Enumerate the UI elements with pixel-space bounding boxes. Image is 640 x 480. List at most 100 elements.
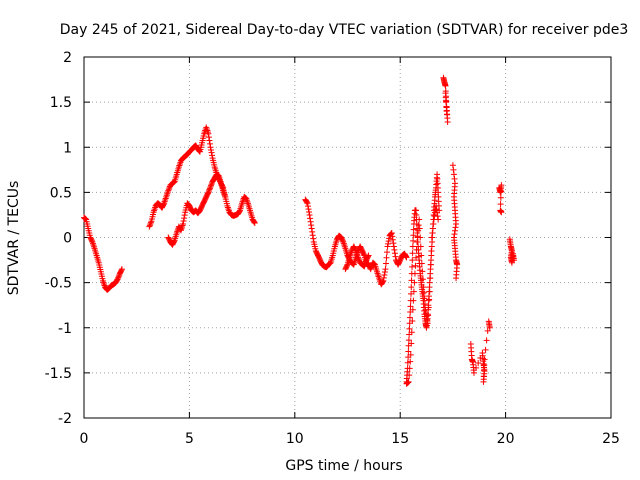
- data-point: [221, 190, 228, 197]
- data-point: [417, 234, 424, 241]
- data-point: [251, 220, 258, 227]
- data-point: [422, 306, 429, 313]
- data-point: [425, 304, 432, 311]
- data-point: [497, 194, 504, 201]
- data-point: [224, 204, 231, 211]
- data-point: [426, 296, 433, 303]
- data-point: [379, 278, 386, 285]
- data-point: [389, 236, 396, 243]
- data-point: [497, 201, 504, 208]
- data-point: [410, 237, 417, 244]
- data-point: [203, 124, 210, 131]
- axis-ticks: 0 5 10 15 20 25 -2 -1.5 -1 -0.5 0 0.5 1 1.5 2: [45, 50, 620, 447]
- x-tick-label: 15: [391, 431, 409, 447]
- data-point: [449, 162, 456, 169]
- data-point: [414, 239, 421, 246]
- data-point: [206, 137, 213, 144]
- data-point: [304, 203, 311, 210]
- y-tick-label: 0.5: [50, 185, 72, 201]
- data-point: [410, 232, 417, 239]
- data-point: [244, 200, 251, 207]
- data-point: [352, 246, 359, 253]
- data-point: [444, 111, 451, 118]
- x-tick-label: 5: [185, 431, 194, 447]
- data-point: [420, 284, 427, 291]
- data-point: [498, 182, 505, 189]
- y-tick-label: -0.5: [45, 276, 72, 292]
- data-point: [389, 233, 396, 240]
- data-point: [385, 240, 392, 247]
- data-point: [151, 207, 158, 214]
- data-point: [425, 312, 432, 319]
- data-point: [88, 237, 95, 244]
- data-point: [410, 226, 417, 233]
- data-point: [403, 254, 410, 261]
- data-point: [413, 254, 420, 261]
- data-point: [115, 274, 122, 281]
- data-point: [480, 378, 487, 385]
- data-point: [164, 189, 171, 196]
- data-point: [390, 243, 397, 250]
- data-point: [388, 229, 395, 236]
- data-point: [381, 269, 388, 276]
- data-point: [421, 295, 428, 302]
- data-point: [209, 152, 216, 159]
- data-point: [206, 186, 213, 193]
- data-point: [162, 195, 169, 202]
- data-point: [402, 253, 409, 260]
- data-point: [424, 316, 431, 323]
- data-point: [180, 218, 187, 225]
- data-point: [498, 188, 505, 195]
- data-point: [91, 243, 98, 250]
- data-point: [391, 250, 398, 257]
- data-point: [305, 206, 312, 213]
- data-point: [481, 361, 488, 368]
- data-point: [205, 189, 212, 196]
- data-point: [365, 253, 372, 260]
- data-point: [118, 267, 125, 274]
- data-point: [207, 183, 214, 190]
- data-point: [427, 261, 434, 268]
- data-point: [341, 242, 348, 249]
- data-point: [163, 193, 170, 200]
- data-point: [408, 284, 415, 291]
- data-point: [118, 266, 125, 273]
- data-point: [381, 271, 388, 278]
- data-point: [406, 314, 413, 321]
- data-point: [442, 82, 449, 89]
- data-point: [407, 303, 414, 310]
- data-point: [429, 229, 436, 236]
- data-point: [409, 263, 416, 270]
- x-tick-label: 25: [602, 431, 620, 447]
- data-point: [375, 273, 382, 280]
- data-point: [380, 274, 387, 281]
- data-point: [114, 276, 121, 283]
- y-axis-label: SDTVAR / TECUs: [6, 181, 22, 296]
- data-point: [511, 257, 518, 264]
- data-point: [309, 228, 316, 235]
- data-point: [339, 237, 346, 244]
- data-point: [410, 288, 417, 295]
- data-point: [435, 216, 442, 223]
- y-tick-label: -2: [58, 411, 72, 427]
- data-point: [475, 359, 482, 366]
- data-point: [147, 219, 154, 226]
- data-point: [410, 297, 417, 304]
- data-point: [206, 185, 213, 192]
- data-point: [453, 220, 460, 227]
- data-point: [374, 270, 381, 277]
- data-point: [385, 238, 392, 245]
- data-point: [310, 235, 317, 242]
- data-point: [407, 351, 414, 358]
- data-point: [409, 243, 416, 250]
- data-point: [417, 243, 424, 250]
- data-point: [90, 242, 97, 249]
- x-tick-label: 10: [286, 431, 304, 447]
- data-point: [407, 358, 414, 365]
- data-point: [100, 279, 107, 286]
- chart-title: Day 245 of 2021, Sidereal Day-to-day VTE…: [60, 22, 629, 38]
- data-point: [308, 222, 315, 229]
- data-point: [386, 235, 393, 242]
- data-point: [413, 246, 420, 253]
